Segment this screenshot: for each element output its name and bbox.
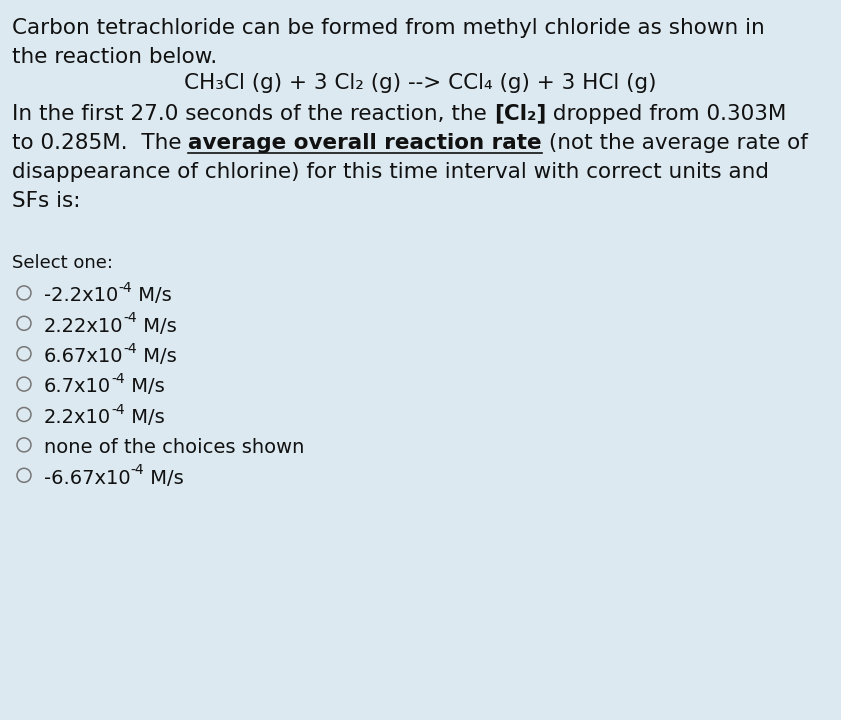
Text: M/s: M/s xyxy=(124,377,165,397)
Text: 2.22x10: 2.22x10 xyxy=(44,317,124,336)
Text: (not the average rate of: (not the average rate of xyxy=(542,132,808,153)
Text: SFs is:: SFs is: xyxy=(12,191,81,210)
Text: Select one:: Select one: xyxy=(12,254,113,272)
Text: Carbon tetrachloride can be formed from methyl chloride as shown in: Carbon tetrachloride can be formed from … xyxy=(12,18,764,38)
Text: M/s: M/s xyxy=(132,287,172,305)
Text: In the first 27.0 seconds of the reaction, the: In the first 27.0 seconds of the reactio… xyxy=(12,104,494,124)
Text: M/s: M/s xyxy=(145,469,184,487)
Text: -4: -4 xyxy=(119,281,132,295)
Text: none of the choices shown: none of the choices shown xyxy=(44,438,304,457)
Text: 2.2x10: 2.2x10 xyxy=(44,408,111,427)
Text: dropped from 0.303M: dropped from 0.303M xyxy=(546,104,786,124)
Text: M/s: M/s xyxy=(124,408,165,427)
Text: -4: -4 xyxy=(130,464,145,477)
Text: 6.67x10: 6.67x10 xyxy=(44,347,124,366)
Text: CH₃Cl (g) + 3 Cl₂ (g) --> CCl₄ (g) + 3 HCl (g): CH₃Cl (g) + 3 Cl₂ (g) --> CCl₄ (g) + 3 H… xyxy=(184,73,657,93)
Text: -4: -4 xyxy=(124,311,137,325)
Text: M/s: M/s xyxy=(137,347,177,366)
Text: -6.67x10: -6.67x10 xyxy=(44,469,130,487)
Text: -4: -4 xyxy=(111,372,124,386)
Text: -4: -4 xyxy=(111,402,124,417)
Text: -2.2x10: -2.2x10 xyxy=(44,287,119,305)
Text: disappearance of chlorine) for this time interval with correct units and: disappearance of chlorine) for this time… xyxy=(12,161,769,181)
Text: the reaction below.: the reaction below. xyxy=(12,47,217,67)
Text: -4: -4 xyxy=(124,342,137,356)
Text: [Cl₂]: [Cl₂] xyxy=(494,104,546,124)
Text: M/s: M/s xyxy=(137,317,177,336)
Text: 6.7x10: 6.7x10 xyxy=(44,377,111,397)
Text: average overall reaction rate: average overall reaction rate xyxy=(188,132,542,153)
Text: to 0.285M.  The: to 0.285M. The xyxy=(12,132,188,153)
